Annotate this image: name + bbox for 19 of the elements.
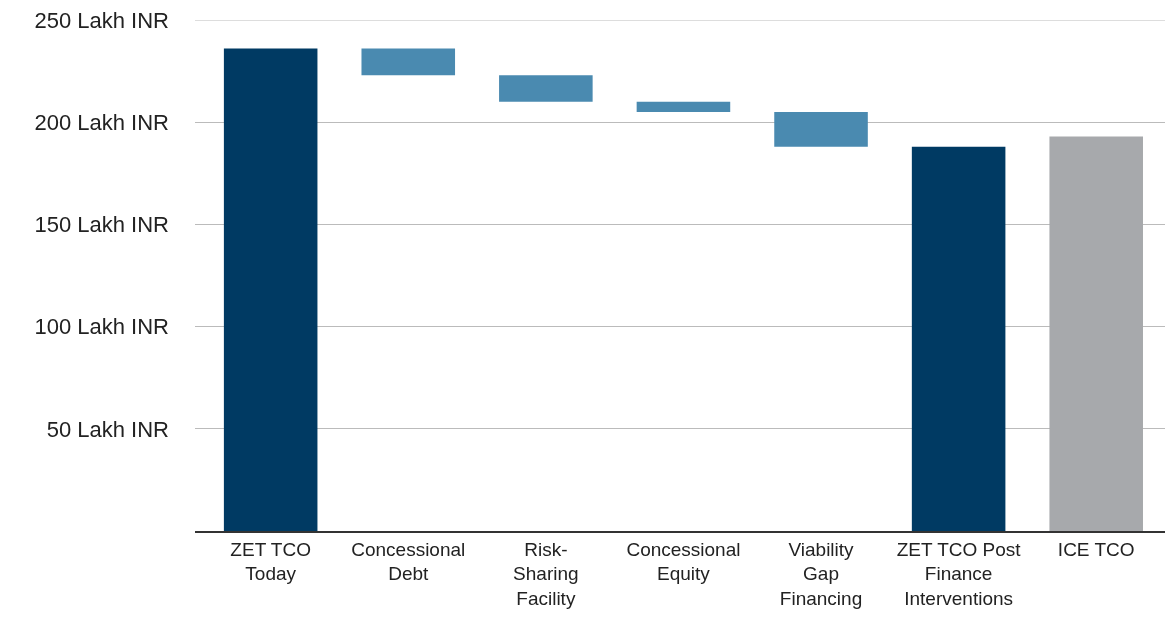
bar (1049, 136, 1143, 531)
x-tick-label: Risk-Sharing Facility (513, 538, 579, 609)
x-tick-label: Concessional Equity (626, 538, 741, 585)
y-tick-label: 100 Lakh INR (34, 314, 169, 340)
bar (911, 146, 1006, 531)
bar (499, 75, 593, 102)
x-tick-label: Concessional Debt (351, 538, 466, 585)
x-tick-label: ZET TCO Post Finance Interventions (896, 538, 1022, 609)
bar (636, 101, 731, 112)
bar (774, 111, 868, 147)
y-tick-label: 250 Lakh INR (34, 7, 169, 33)
bar (361, 48, 456, 76)
x-tick-label: Viability Gap Financing (779, 538, 863, 609)
bar (223, 48, 318, 531)
y-tick-label: 200 Lakh INR (34, 109, 169, 135)
y-tick-label: 50 Lakh INR (46, 416, 169, 442)
x-tick-label: ICE TCO (1057, 538, 1135, 560)
y-tick-label: 150 Lakh INR (34, 212, 169, 238)
x-tick-label: ZET TCO Today (230, 538, 311, 585)
